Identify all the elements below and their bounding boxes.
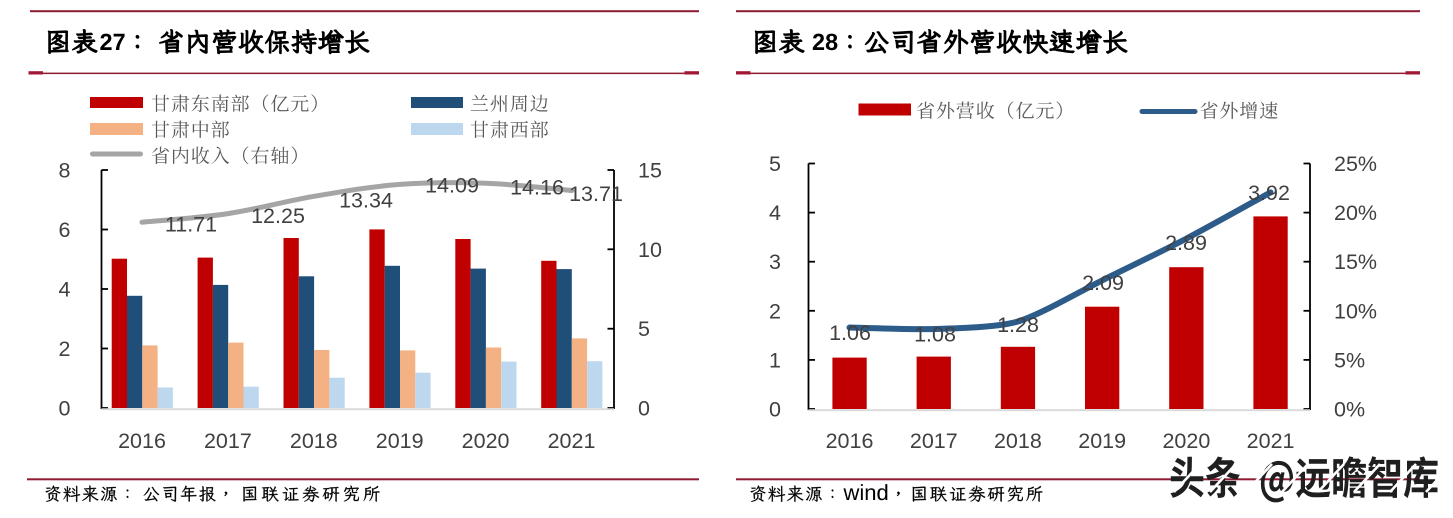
svg-text:11.71: 11.71 xyxy=(165,213,217,237)
svg-text:0: 0 xyxy=(59,397,71,421)
svg-text:8: 8 xyxy=(59,159,71,183)
svg-text:2020: 2020 xyxy=(462,429,510,453)
svg-text:2.89: 2.89 xyxy=(1165,231,1207,255)
svg-text:2018: 2018 xyxy=(994,429,1042,453)
svg-text:20%: 20% xyxy=(1334,201,1377,225)
svg-text:25%: 25% xyxy=(1334,152,1377,176)
svg-text:2021: 2021 xyxy=(548,429,596,453)
svg-text:2019: 2019 xyxy=(1078,429,1126,453)
svg-text:15: 15 xyxy=(638,159,662,183)
svg-text:2019: 2019 xyxy=(376,429,424,453)
svg-text:2016: 2016 xyxy=(826,429,874,453)
svg-text:1: 1 xyxy=(769,348,781,372)
svg-text:5: 5 xyxy=(769,152,781,176)
svg-text:5: 5 xyxy=(638,317,650,341)
svg-text:3.92: 3.92 xyxy=(1248,181,1290,205)
svg-text:3: 3 xyxy=(769,250,781,274)
svg-text:15%: 15% xyxy=(1334,250,1377,274)
svg-text:2016: 2016 xyxy=(118,429,166,453)
svg-text:0%: 0% xyxy=(1334,398,1365,422)
svg-text:2021: 2021 xyxy=(1247,429,1295,453)
svg-text:14.16: 14.16 xyxy=(510,176,564,200)
svg-text:2017: 2017 xyxy=(910,429,958,453)
svg-text:4: 4 xyxy=(59,278,71,302)
svg-text:1.06: 1.06 xyxy=(829,321,871,345)
svg-text:10: 10 xyxy=(638,238,662,262)
svg-text:2018: 2018 xyxy=(290,429,338,453)
svg-text:6: 6 xyxy=(59,218,71,242)
svg-text:0: 0 xyxy=(638,397,650,421)
svg-text:13.34: 13.34 xyxy=(339,189,393,213)
svg-text:0: 0 xyxy=(769,398,781,422)
svg-text:12.25: 12.25 xyxy=(251,204,305,228)
svg-text:13.71: 13.71 xyxy=(569,182,623,206)
svg-text:1.28: 1.28 xyxy=(997,313,1039,337)
svg-text:1.08: 1.08 xyxy=(914,323,956,347)
svg-text:4: 4 xyxy=(769,201,781,225)
svg-text:10%: 10% xyxy=(1334,299,1377,323)
svg-text:2020: 2020 xyxy=(1162,429,1210,453)
svg-text:2: 2 xyxy=(769,299,781,323)
svg-text:2: 2 xyxy=(59,337,71,361)
svg-text:2017: 2017 xyxy=(204,429,252,453)
svg-text:5%: 5% xyxy=(1334,348,1365,372)
svg-text:14.09: 14.09 xyxy=(425,174,479,198)
svg-text:2.09: 2.09 xyxy=(1082,271,1124,295)
